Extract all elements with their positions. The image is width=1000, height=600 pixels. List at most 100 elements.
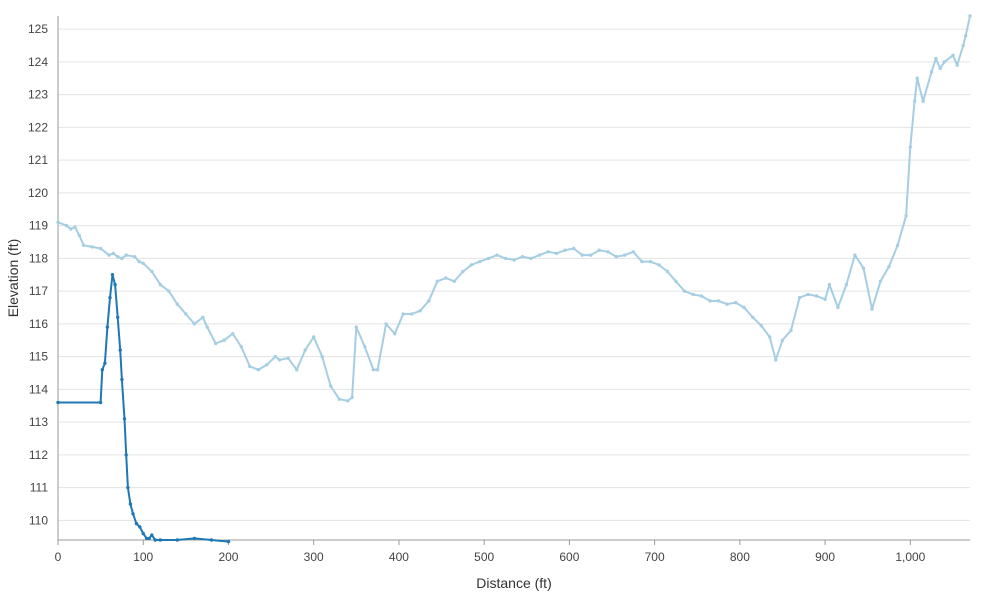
data-point: [614, 255, 618, 259]
data-point: [133, 255, 137, 259]
data-point: [124, 253, 128, 257]
data-point: [657, 263, 661, 267]
data-point: [512, 258, 516, 262]
data-point: [961, 43, 965, 48]
data-point: [128, 502, 133, 506]
data-point: [742, 305, 746, 310]
data-point: [192, 536, 197, 541]
data-point: [354, 325, 358, 329]
data-point: [214, 341, 218, 346]
data-point: [118, 348, 122, 352]
data-point: [248, 364, 252, 369]
y-tick-label: 115: [29, 350, 48, 364]
data-point: [469, 263, 474, 267]
data-point: [375, 368, 380, 372]
data-point: [56, 220, 60, 224]
data-point: [887, 264, 891, 269]
data-point: [870, 307, 874, 311]
x-tick-label: 700: [645, 550, 665, 564]
data-point: [384, 322, 388, 326]
data-point: [640, 259, 644, 264]
data-point: [90, 245, 94, 249]
data-point: [222, 338, 226, 342]
series-line: [57, 273, 230, 543]
data-point: [120, 256, 124, 261]
data-point: [192, 322, 197, 326]
data-point: [895, 243, 900, 247]
data-point: [201, 315, 205, 319]
data-point: [461, 269, 465, 274]
data-point: [144, 536, 149, 541]
y-tick-label: 114: [29, 382, 48, 396]
data-point: [239, 345, 243, 349]
data-point: [105, 325, 110, 329]
x-tick-label: 900: [815, 550, 835, 564]
data-point: [100, 368, 105, 372]
data-point: [320, 354, 324, 359]
y-tick-label: 112: [29, 448, 48, 462]
data-point: [682, 289, 687, 293]
data-point: [503, 256, 508, 261]
data-point: [597, 248, 601, 252]
data-point: [363, 345, 367, 349]
data-point: [312, 335, 316, 339]
data-point: [107, 253, 111, 257]
data-point: [110, 273, 115, 277]
data-point: [209, 538, 214, 542]
data-point: [554, 251, 559, 256]
data-point: [665, 269, 670, 274]
data-point: [648, 259, 653, 264]
data-point: [98, 400, 103, 405]
data-point: [780, 338, 785, 342]
data-point: [138, 525, 142, 529]
y-tick-label: 117: [29, 284, 48, 298]
data-point: [623, 253, 627, 257]
data-point: [915, 76, 919, 80]
data-point: [759, 323, 763, 328]
data-point: [273, 354, 277, 359]
data-point: [774, 358, 778, 362]
data-point: [751, 315, 755, 319]
data-point: [141, 531, 145, 536]
data-point: [589, 253, 593, 257]
data-point: [938, 66, 942, 71]
data-point: [968, 14, 972, 18]
data-point: [691, 292, 695, 297]
y-tick-label: 124: [28, 55, 48, 69]
data-point: [350, 395, 354, 400]
data-point: [111, 251, 116, 256]
data-point: [113, 282, 117, 287]
data-point: [103, 361, 107, 365]
x-tick-label: 100: [133, 550, 153, 564]
data-point: [98, 246, 103, 251]
y-tick-label: 113: [29, 415, 48, 429]
y-axis-title: Elevation (ft): [5, 239, 21, 318]
data-point: [725, 302, 729, 306]
data-point: [806, 292, 810, 297]
data-point: [120, 377, 124, 382]
data-point: [768, 335, 772, 339]
data-point: [346, 399, 350, 403]
data-point: [126, 485, 130, 490]
data-point: [303, 348, 307, 352]
data-point: [256, 368, 260, 372]
data-point: [150, 533, 154, 537]
data-point: [444, 276, 448, 280]
data-point: [265, 363, 269, 367]
data-point: [116, 315, 120, 319]
series-1: [56, 14, 972, 403]
data-point: [934, 56, 938, 61]
x-tick-label: 300: [304, 550, 324, 564]
data-point: [158, 538, 162, 542]
data-point: [789, 328, 793, 333]
data-point: [814, 294, 819, 298]
data-point: [427, 299, 431, 303]
data-point: [147, 536, 151, 541]
x-tick-label: 600: [559, 550, 579, 564]
x-tick-label: 1,000: [895, 550, 925, 564]
data-point: [964, 34, 968, 38]
y-tick-label: 110: [29, 513, 48, 527]
data-point: [904, 214, 908, 218]
data-point: [231, 332, 235, 336]
data-point: [495, 253, 499, 257]
